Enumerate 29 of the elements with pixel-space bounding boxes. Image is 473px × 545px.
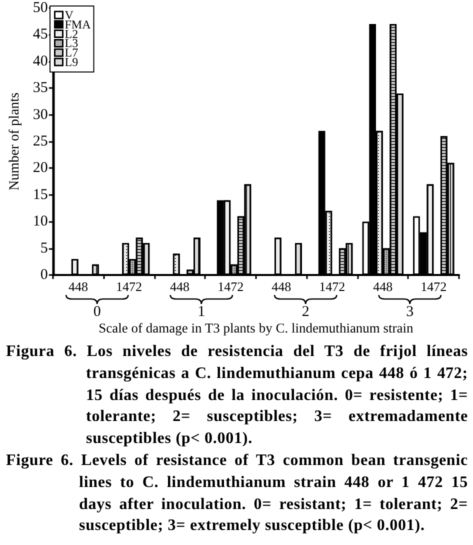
x-tick-label: 448 <box>272 279 292 294</box>
legend-label: L9 <box>64 55 78 69</box>
text: 2 <box>302 304 310 320</box>
x-tick-label: 1472 <box>116 279 142 294</box>
caption: Figure 6. Levels of resistance of T3 common bean transgenic lines to C. lindemuthianum strain 448 or 1 472 15 days after inoculation. 0= resistant; 1= tolerant; 2= susceptible; 3= extremely susceptible (p< 0.001). <box>6 450 468 536</box>
y-tick-label: 20 <box>32 160 48 176</box>
y-tick-label: 50 <box>32 0 48 16</box>
y-tick-label: 30 <box>32 106 48 123</box>
x-axis-title: Scale of damage in T3 plants by C. lindemuthianum strain <box>98 320 414 336</box>
legend-label: V <box>64 8 74 22</box>
y-axis-title: Number of plants <box>8 92 22 190</box>
x-tick-label: 1472 <box>319 279 346 294</box>
text: 3 <box>406 304 414 320</box>
x-tick-label: 1472 <box>420 279 447 294</box>
x-tick-label: 448 <box>170 279 190 294</box>
x-tick-label: 448 <box>373 279 393 294</box>
text: 0 <box>93 304 101 320</box>
x-tick-label: 448 <box>68 279 88 294</box>
y-tick-label: 0 <box>40 267 48 283</box>
text: Figura 6. Los niveles de resistencia del T3 de frijol líneas transgénicas a C. lindemuthianum cepa 448 ó 1 472; 15 días después de la inoculación. 0= resistente; 1= tolerante; 2= susceptibles; 3= extremadamente susceptibles (p< 0.001). <box>6 342 468 450</box>
text: 1 <box>198 304 206 320</box>
y-tick-label: 5 <box>40 240 48 256</box>
y-tick-label: 40 <box>32 53 48 70</box>
y-tick-label: 10 <box>32 214 48 230</box>
y-tick-label: 25 <box>32 134 48 150</box>
x-tick-label: 1472 <box>218 279 244 294</box>
y-tick-label: 35 <box>32 80 48 96</box>
y-tick-label: 45 <box>32 26 48 43</box>
y-tick-label: 15 <box>32 186 48 203</box>
